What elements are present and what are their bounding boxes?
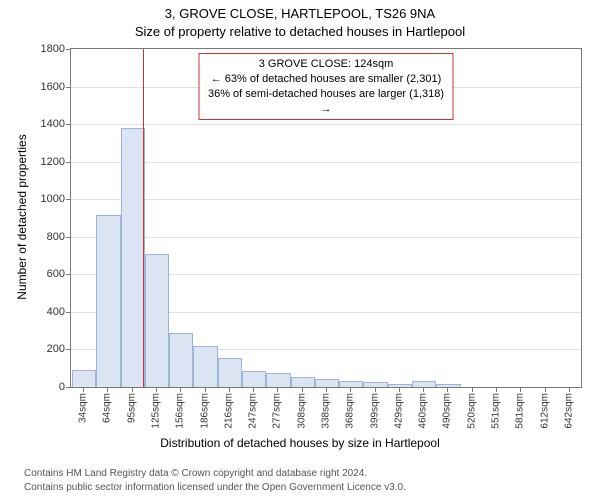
xtick-mark — [545, 387, 546, 392]
xtick-label: 338sqm — [321, 393, 332, 429]
ytick-mark — [66, 124, 71, 125]
xtick-mark — [180, 387, 181, 392]
ytick-label: 0 — [59, 381, 65, 393]
xtick-mark — [156, 387, 157, 392]
y-axis-label: Number of detached properties — [15, 134, 29, 299]
footer-line1: Contains HM Land Registry data © Crown c… — [24, 468, 367, 479]
histogram-bar — [96, 215, 120, 387]
xtick-label: 490sqm — [442, 393, 453, 429]
ytick-label: 600 — [47, 268, 65, 280]
xtick-mark — [399, 387, 400, 392]
ytick-label: 1400 — [41, 118, 65, 130]
xtick-mark — [132, 387, 133, 392]
xtick-mark — [472, 387, 473, 392]
xtick-mark — [277, 387, 278, 392]
xtick-mark — [496, 387, 497, 392]
xtick-label: 247sqm — [248, 393, 259, 429]
xtick-mark — [326, 387, 327, 392]
xtick-mark — [107, 387, 108, 392]
xtick-label: 308sqm — [296, 393, 307, 429]
callout-box: 3 GROVE CLOSE: 124sqm ← 63% of detached … — [199, 53, 454, 120]
xtick-mark — [520, 387, 521, 392]
xtick-label: 612sqm — [539, 393, 550, 429]
histogram-bar — [193, 346, 217, 387]
xtick-label: 399sqm — [369, 393, 380, 429]
xtick-mark — [350, 387, 351, 392]
ytick-label: 400 — [47, 306, 65, 318]
xtick-mark — [253, 387, 254, 392]
xtick-label: 520sqm — [466, 393, 477, 429]
ytick-mark — [66, 349, 71, 350]
callout-line1: 3 GROVE CLOSE: 124sqm — [208, 57, 445, 72]
xtick-label: 95sqm — [126, 393, 137, 423]
ytick-label: 800 — [47, 231, 65, 243]
xtick-label: 125sqm — [151, 393, 162, 429]
ytick-mark — [66, 237, 71, 238]
chart-title-line1: 3, GROVE CLOSE, HARTLEPOOL, TS26 9NA — [0, 6, 600, 21]
xtick-label: 277sqm — [272, 393, 283, 429]
ytick-mark — [66, 87, 71, 88]
xtick-label: 642sqm — [563, 393, 574, 429]
ytick-mark — [66, 162, 71, 163]
xtick-label: 216sqm — [223, 393, 234, 429]
histogram-bar — [315, 379, 339, 387]
chart-container: 3, GROVE CLOSE, HARTLEPOOL, TS26 9NA Siz… — [0, 0, 600, 500]
gridline — [71, 237, 581, 238]
gridline — [71, 199, 581, 200]
histogram-bar — [121, 128, 145, 387]
ytick-mark — [66, 49, 71, 50]
xtick-mark — [83, 387, 84, 392]
callout-line3: 36% of semi-detached houses are larger (… — [208, 87, 445, 117]
histogram-bar — [218, 358, 242, 387]
xtick-label: 186sqm — [199, 393, 210, 429]
ytick-mark — [66, 274, 71, 275]
plot-area: 02004006008001000120014001600180034sqm64… — [70, 48, 582, 388]
x-axis-label: Distribution of detached houses by size … — [0, 436, 600, 450]
xtick-mark — [375, 387, 376, 392]
gridline — [71, 162, 581, 163]
histogram-bar — [291, 377, 315, 387]
xtick-mark — [569, 387, 570, 392]
ytick-label: 1800 — [41, 43, 65, 55]
ytick-label: 200 — [47, 343, 65, 355]
xtick-label: 64sqm — [102, 393, 113, 423]
xtick-label: 581sqm — [515, 393, 526, 429]
xtick-mark — [205, 387, 206, 392]
xtick-label: 460sqm — [418, 393, 429, 429]
xtick-label: 429sqm — [393, 393, 404, 429]
xtick-label: 156sqm — [175, 393, 186, 429]
histogram-bar — [169, 333, 193, 387]
ytick-mark — [66, 312, 71, 313]
property-marker-line — [143, 49, 144, 387]
xtick-label: 34sqm — [78, 393, 89, 423]
callout-line2: ← 63% of detached houses are smaller (2,… — [208, 72, 445, 87]
ytick-label: 1200 — [41, 156, 65, 168]
chart-title-line2: Size of property relative to detached ho… — [0, 24, 600, 39]
xtick-label: 368sqm — [345, 393, 356, 429]
xtick-mark — [423, 387, 424, 392]
ytick-mark — [66, 387, 71, 388]
footer-line2: Contains public sector information licen… — [24, 482, 406, 493]
xtick-mark — [302, 387, 303, 392]
xtick-label: 551sqm — [491, 393, 502, 429]
ytick-mark — [66, 199, 71, 200]
ytick-label: 1000 — [41, 193, 65, 205]
histogram-bar — [72, 370, 96, 387]
xtick-mark — [229, 387, 230, 392]
ytick-label: 1600 — [41, 81, 65, 93]
histogram-bar — [145, 254, 169, 387]
histogram-bar — [266, 373, 290, 387]
histogram-bar — [242, 371, 266, 387]
gridline — [71, 124, 581, 125]
xtick-mark — [447, 387, 448, 392]
